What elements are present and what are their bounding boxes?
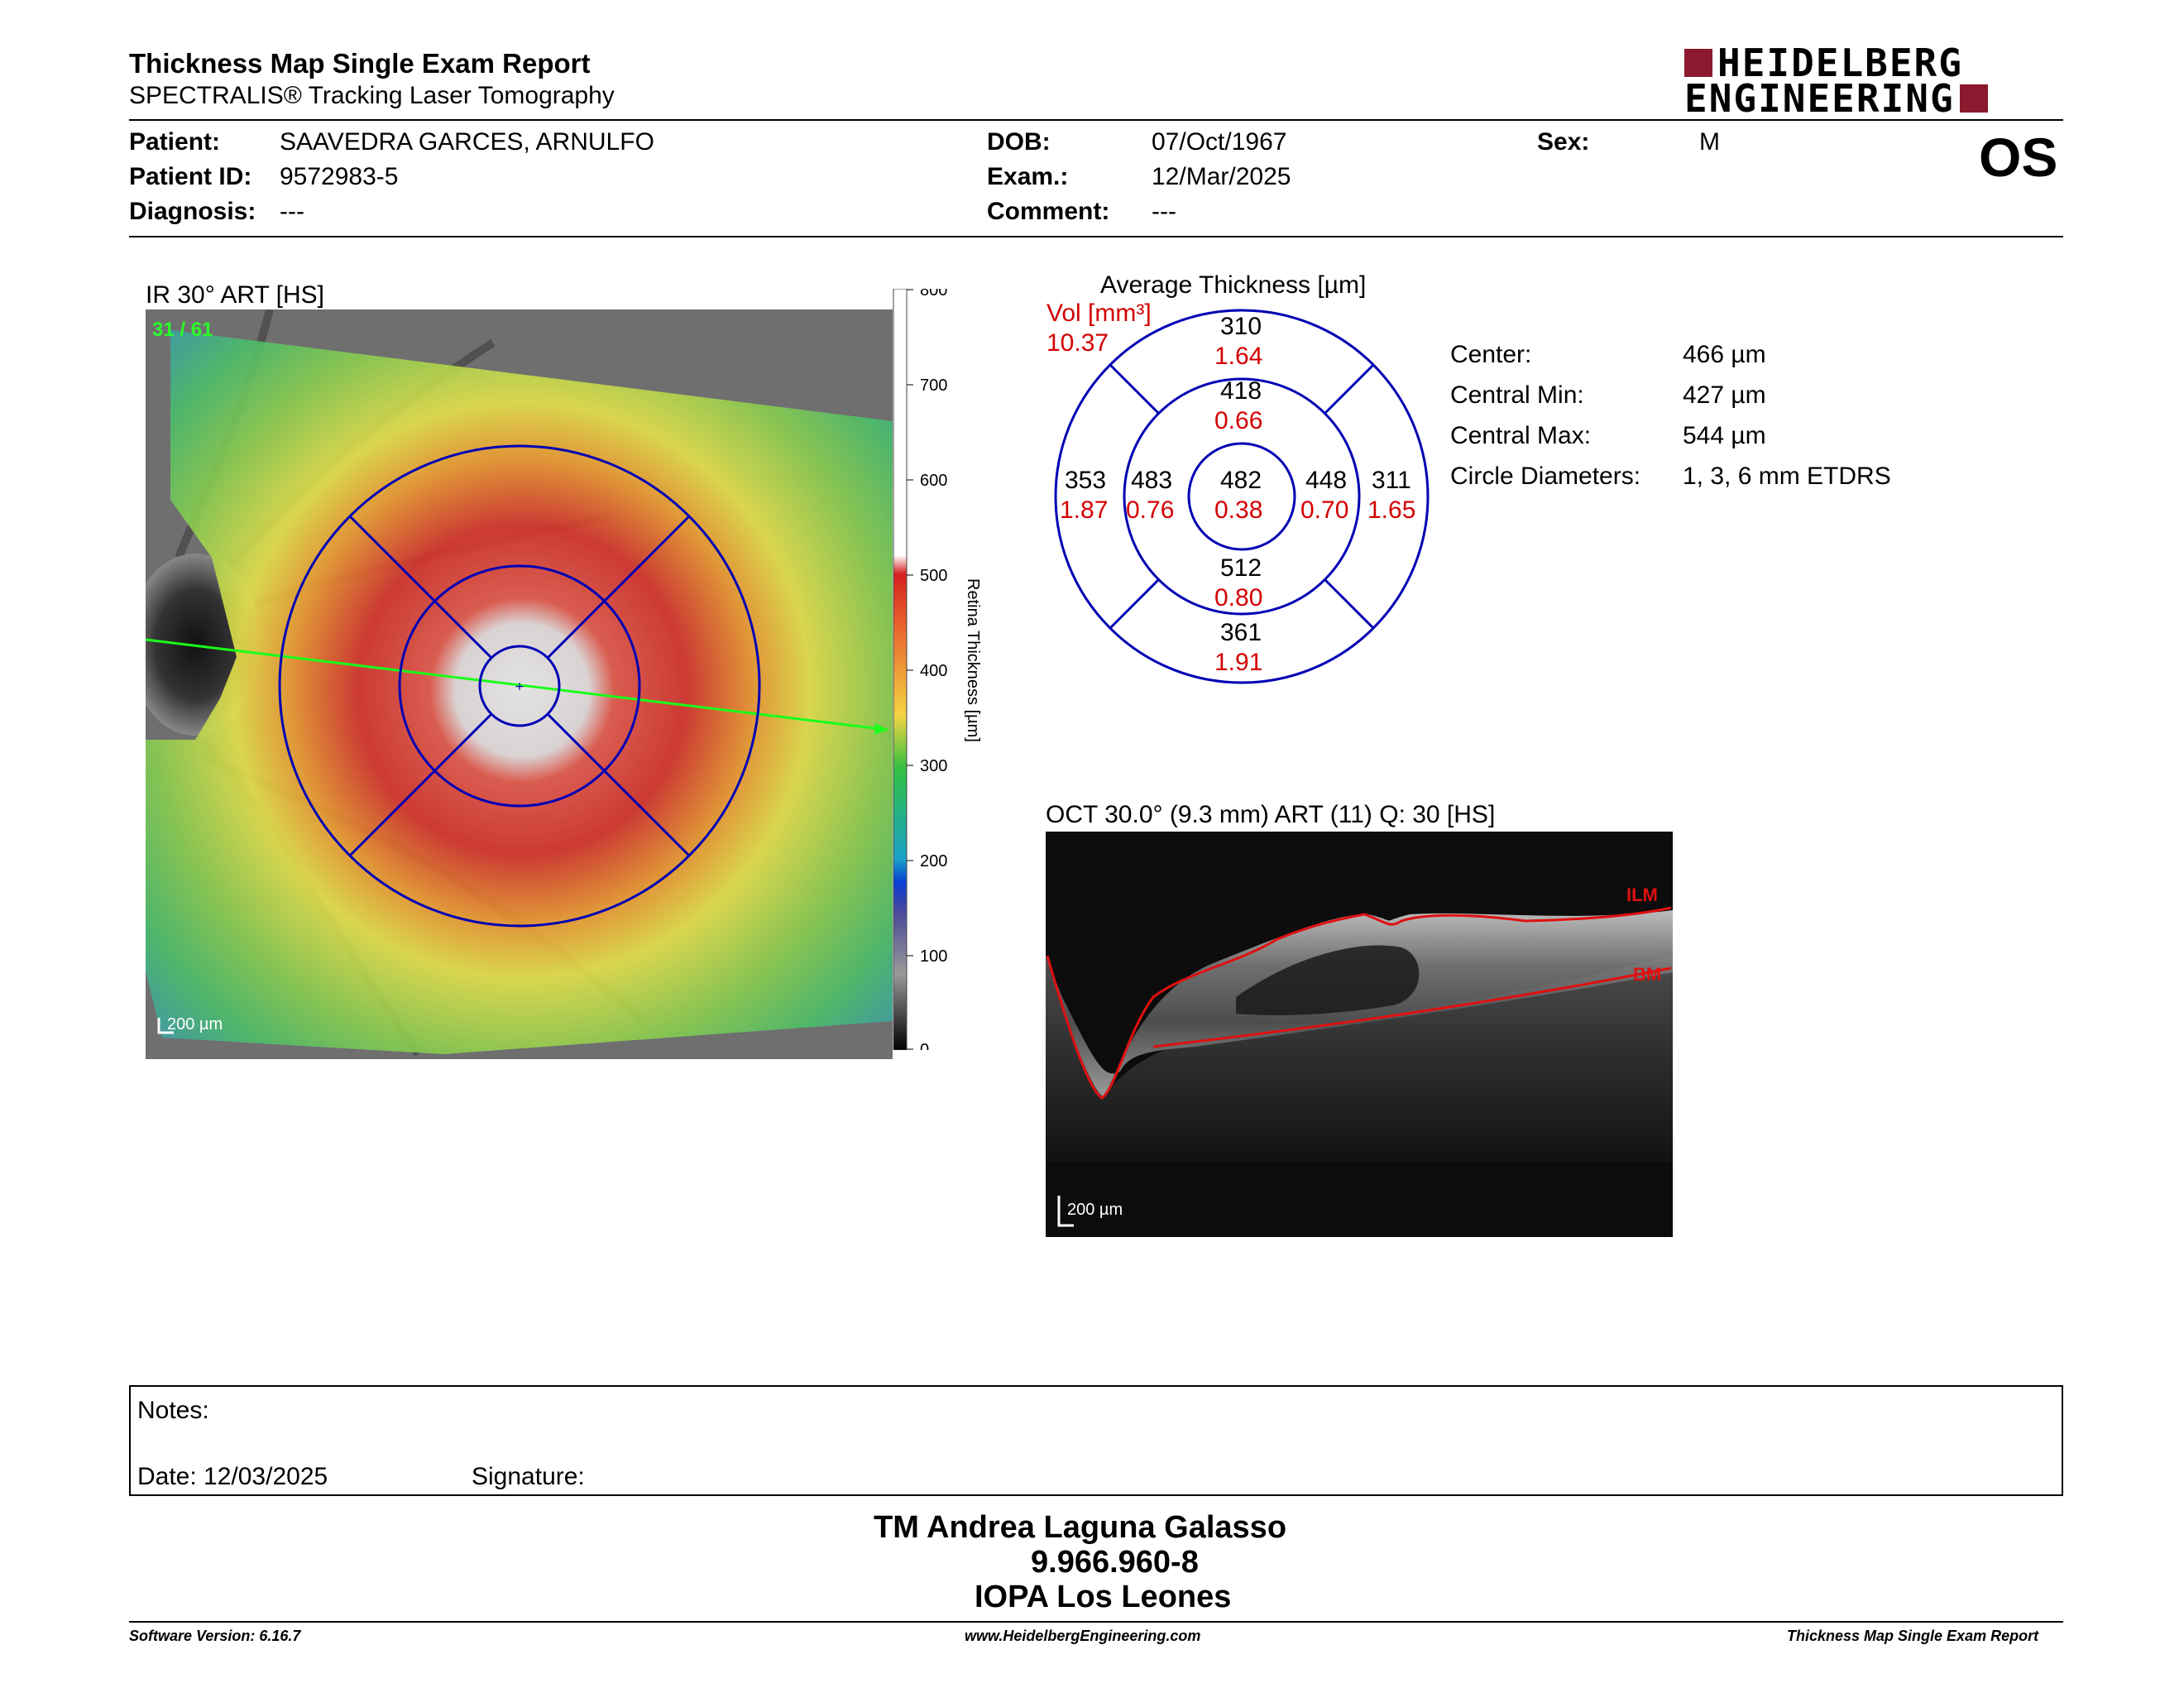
volume-label: Vol [mm³] xyxy=(1046,300,1152,327)
central-max-value: 544 µm xyxy=(1683,422,1766,449)
center-thickness: 482 xyxy=(1220,467,1262,494)
outer-top-volume: 1.64 xyxy=(1214,343,1263,370)
colorbar-tick: 100 xyxy=(920,947,947,966)
software-version: Software Version: 6.16.7 xyxy=(129,1628,301,1644)
diagnosis-value: --- xyxy=(280,198,304,225)
etdrs-overlay-grid xyxy=(278,444,761,928)
center-stat-label: Center: xyxy=(1450,341,1532,368)
inner-right-thickness: 448 xyxy=(1305,467,1348,494)
volume-total: 10.37 xyxy=(1046,329,1109,357)
inner-bottom-thickness: 512 xyxy=(1220,554,1262,582)
sex-value: M xyxy=(1699,128,1720,156)
logo-line1: HEIDELBERG xyxy=(1717,41,1963,85)
thickness-overlay xyxy=(146,330,893,1054)
colorbar-tick: 0 xyxy=(920,1041,929,1050)
sex-label: Sex: xyxy=(1537,128,1590,156)
central-min-value: 427 µm xyxy=(1683,381,1766,409)
signatory-id: 9.966.960-8 xyxy=(1031,1545,1199,1580)
etdrs-grid-diagram xyxy=(1054,309,1430,684)
signatory-institution: IOPA Los Leones xyxy=(975,1580,1232,1614)
patient-divider xyxy=(129,236,2063,237)
central-max-label: Central Max: xyxy=(1450,422,1592,449)
colorbar-tick: 700 xyxy=(920,376,947,395)
oct-fluid xyxy=(1236,945,1420,1015)
scale-bar-icon xyxy=(157,1018,174,1034)
comment-label: Comment: xyxy=(987,198,1110,225)
footer-divider xyxy=(129,1621,2063,1623)
notes-box[interactable]: Notes: Date: 12/03/2025 Signature: xyxy=(129,1385,2063,1496)
patient-id: 9572983-5 xyxy=(280,163,399,190)
inner-top-volume: 0.66 xyxy=(1214,407,1263,434)
outer-top-thickness: 310 xyxy=(1220,313,1262,340)
circle-diameters-value: 1, 3, 6 mm ETDRS xyxy=(1683,463,1891,490)
outer-right-volume: 1.65 xyxy=(1367,496,1416,524)
notes-signature-label: Signature: xyxy=(472,1463,585,1490)
central-min-label: Central Min: xyxy=(1450,381,1584,409)
bm-label: BM xyxy=(1633,964,1661,985)
outer-bottom-thickness: 361 xyxy=(1220,619,1262,646)
inner-top-thickness: 418 xyxy=(1220,377,1262,405)
inner-right-volume: 0.70 xyxy=(1300,496,1349,524)
ir-overlay-count: 31 / 61 xyxy=(152,319,213,341)
ir-scale-label: 200 µm xyxy=(167,1015,223,1033)
patient-name: SAAVEDRA GARCES, ARNULFO xyxy=(280,128,654,156)
bm-line xyxy=(1152,966,1672,1048)
dob-value: 07/Oct/1967 xyxy=(1152,128,1287,156)
thickness-colorbar: 800 700 600 500 400 300 200 100 0 Retina… xyxy=(893,289,982,1050)
center-stat-value: 466 µm xyxy=(1683,341,1766,368)
signatory-name: TM Andrea Laguna Galasso xyxy=(874,1510,1287,1545)
center-volume: 0.38 xyxy=(1214,496,1263,524)
heidelberg-logo-line2: ENGINEERING xyxy=(1684,76,1988,121)
colorbar-label: Retina Thickness [µm] xyxy=(964,578,982,742)
ir-image-label: IR 30° ART [HS] xyxy=(146,281,324,309)
oct-bscan-image: ILM BM 200 µm xyxy=(1046,832,1673,1237)
heidelberg-logo: HEIDELBERG xyxy=(1684,41,1963,85)
comment-value: --- xyxy=(1152,198,1176,225)
eye-label: OS xyxy=(1979,127,2058,188)
report-subtitle: SPECTRALIS® Tracking Laser Tomography xyxy=(129,82,615,109)
diagnosis-label: Diagnosis: xyxy=(129,198,256,225)
inner-bottom-volume: 0.80 xyxy=(1214,584,1263,611)
outer-right-thickness: 311 xyxy=(1372,467,1411,494)
report-title: Thickness Map Single Exam Report xyxy=(129,48,591,79)
ilm-label: ILM xyxy=(1626,885,1658,905)
header-divider xyxy=(129,119,2063,121)
colorbar-tick: 300 xyxy=(920,757,947,775)
logo-square-icon xyxy=(1959,84,1988,113)
colorbar-tick: 200 xyxy=(920,852,947,870)
oct-scale-label: 200 µm xyxy=(1067,1201,1123,1219)
logo-square-icon xyxy=(1684,49,1712,77)
inner-left-volume: 0.76 xyxy=(1126,496,1175,524)
colorbar-tick: 800 xyxy=(920,289,947,300)
average-thickness-title: Average Thickness [µm] xyxy=(1100,271,1367,299)
oct-scale-bar-icon xyxy=(1057,1196,1074,1227)
notes-date: Date: 12/03/2025 xyxy=(137,1463,328,1490)
website-link[interactable]: www.HeidelbergEngineering.com xyxy=(965,1628,1201,1644)
colorbar-tick: 600 xyxy=(920,472,947,490)
colorbar-tick: 400 xyxy=(920,662,947,680)
inner-left-thickness: 483 xyxy=(1131,467,1173,494)
oct-image-label: OCT 30.0° (9.3 mm) ART (11) Q: 30 [HS] xyxy=(1046,801,1496,828)
outer-left-thickness: 353 xyxy=(1065,467,1107,494)
fovea-marker-icon: + xyxy=(515,680,524,693)
scan-line xyxy=(146,638,888,731)
colorbar-gradient xyxy=(893,289,908,1050)
notes-label: Notes: xyxy=(137,1397,209,1424)
colorbar-tick: 500 xyxy=(920,567,947,585)
patient-id-label: Patient ID: xyxy=(129,163,252,190)
oct-choroid xyxy=(1046,956,1673,1163)
ir-thickness-map: + 31 / 61 200 µm xyxy=(146,309,893,1059)
outer-left-volume: 1.87 xyxy=(1060,496,1109,524)
ilm-line xyxy=(1046,906,1672,1100)
footer-report-name: Thickness Map Single Exam Report xyxy=(1787,1628,2039,1644)
exam-value: 12/Mar/2025 xyxy=(1152,163,1291,190)
outer-bottom-volume: 1.91 xyxy=(1214,649,1263,676)
logo-line2: ENGINEERING xyxy=(1684,76,1955,121)
circle-diameters-label: Circle Diameters: xyxy=(1450,463,1641,490)
scan-arrow-icon xyxy=(874,723,888,735)
patient-label: Patient: xyxy=(129,128,221,156)
exam-label: Exam.: xyxy=(987,163,1069,190)
dob-label: DOB: xyxy=(987,128,1051,156)
